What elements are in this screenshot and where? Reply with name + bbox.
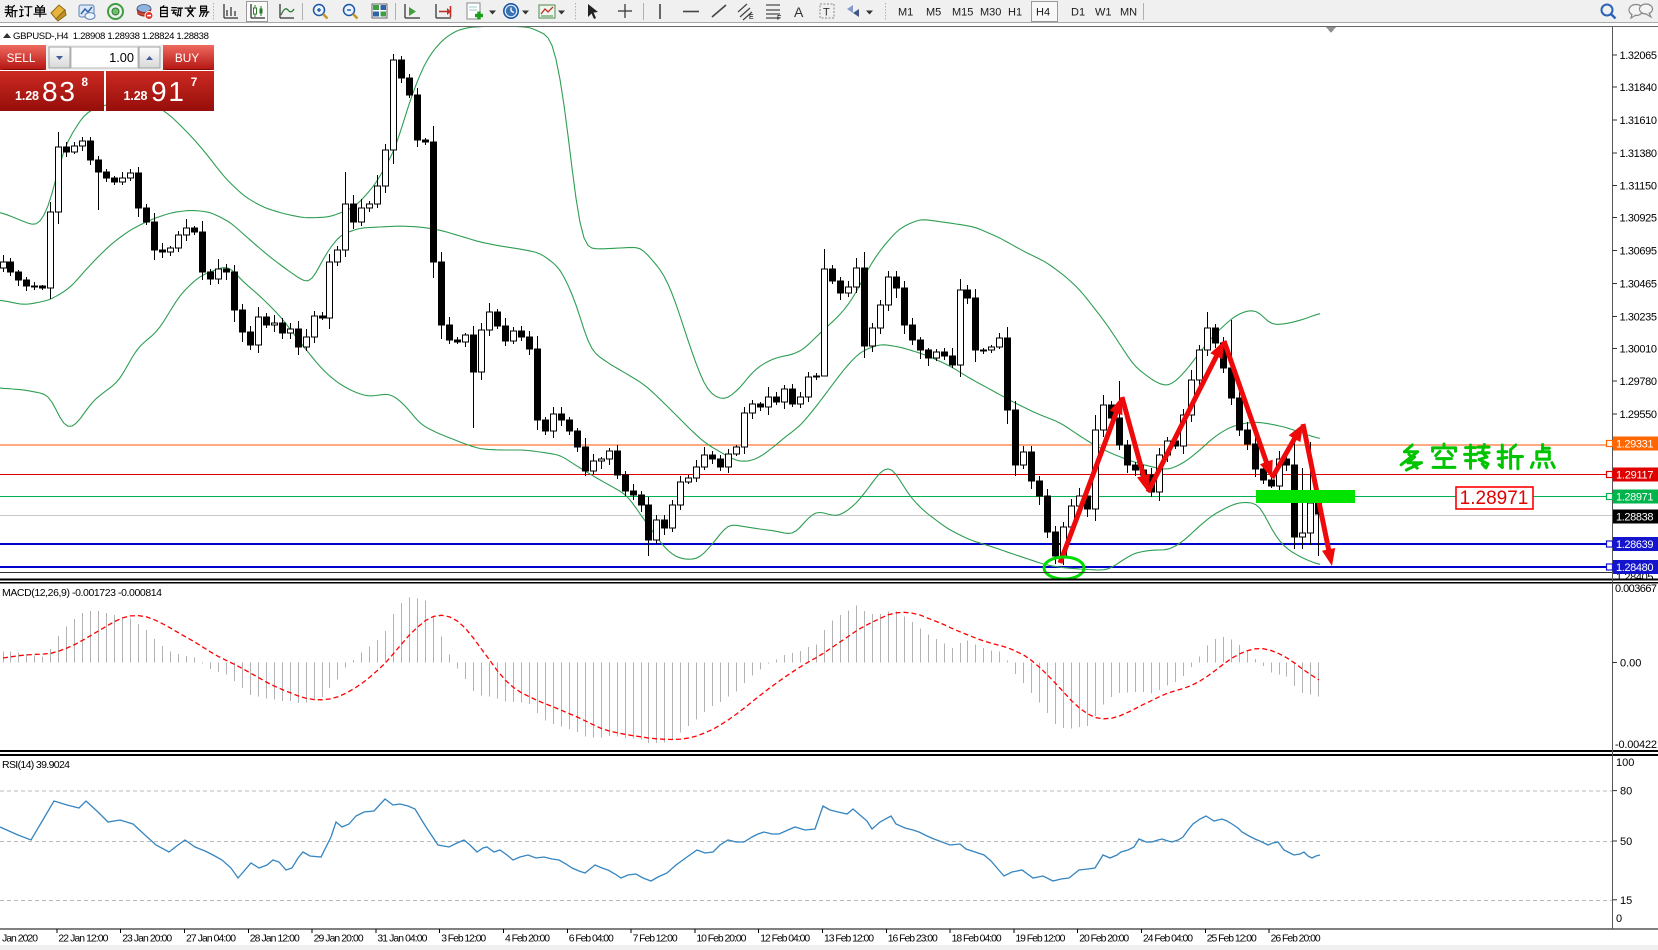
svg-text:MACD(12,26,9) -0.001723 -0.000: MACD(12,26,9) -0.001723 -0.000814 [2, 587, 162, 599]
svg-text:8: 8 [82, 76, 89, 89]
svg-text:4 Feb 20:00: 4 Feb 20:00 [505, 934, 550, 945]
svg-text:91: 91 [151, 76, 184, 107]
svg-text:1.31380: 1.31380 [1620, 148, 1658, 160]
svg-text:29 Jan 20:00: 29 Jan 20:00 [314, 934, 364, 945]
svg-text:24 Feb 04:00: 24 Feb 04:00 [1143, 934, 1193, 945]
svg-text:10 Feb 20:00: 10 Feb 20:00 [696, 934, 746, 945]
svg-text:H1: H1 [1008, 7, 1022, 19]
svg-text:1.29780: 1.29780 [1620, 376, 1658, 388]
svg-text:3 Feb 12:00: 3 Feb 12:00 [441, 934, 486, 945]
svg-text:D1: D1 [1071, 7, 1085, 19]
svg-text:BUY: BUY [175, 51, 199, 65]
svg-text:1.30465: 1.30465 [1620, 278, 1658, 290]
svg-text:23 Jan 20:00: 23 Jan 20:00 [122, 934, 172, 945]
svg-text:1.30925: 1.30925 [1620, 213, 1658, 225]
svg-text:83: 83 [42, 76, 75, 107]
svg-text:1.31840: 1.31840 [1620, 82, 1658, 94]
svg-text:M5: M5 [926, 7, 941, 19]
svg-text:1.28: 1.28 [124, 89, 148, 103]
svg-text:12 Feb 04:00: 12 Feb 04:00 [760, 934, 810, 945]
svg-text:15: 15 [1620, 895, 1632, 907]
svg-text:27 Jan 04:00: 27 Jan 04:00 [186, 934, 236, 945]
svg-text:1.29550: 1.29550 [1620, 409, 1658, 421]
svg-text:1.30695: 1.30695 [1620, 246, 1658, 258]
svg-text:GBPUSD-,H4 1.28908 1.28938 1.: GBPUSD-,H4 1.28908 1.28938 1.28824 1.288… [13, 31, 209, 42]
svg-text:1.29331: 1.29331 [1616, 439, 1654, 451]
svg-text:F: F [777, 15, 781, 22]
svg-text:E: E [749, 14, 754, 21]
svg-text:1.31150: 1.31150 [1620, 181, 1658, 193]
svg-text:100: 100 [1616, 757, 1634, 769]
svg-text:1.31610: 1.31610 [1620, 115, 1658, 127]
svg-text:18 Feb 04:00: 18 Feb 04:00 [952, 934, 1002, 945]
svg-text:1.30235: 1.30235 [1620, 311, 1658, 323]
svg-text:H4: H4 [1036, 7, 1050, 19]
svg-text:1.28480: 1.28480 [1616, 562, 1654, 574]
svg-text:A: A [794, 4, 804, 20]
svg-text:-0.00422: -0.00422 [1615, 739, 1657, 751]
svg-text:1.00: 1.00 [109, 50, 134, 65]
svg-text:SELL: SELL [7, 51, 36, 65]
svg-text:RSI(14) 39.9024: RSI(14) 39.9024 [2, 759, 70, 771]
svg-text:80: 80 [1620, 786, 1632, 798]
svg-text:1.28639: 1.28639 [1616, 539, 1654, 551]
svg-text:28 Jan 12:00: 28 Jan 12:00 [250, 934, 300, 945]
svg-text:1.28405: 1.28405 [1616, 572, 1654, 584]
svg-text:1.30010: 1.30010 [1620, 343, 1658, 355]
svg-text:Jan 2020: Jan 2020 [2, 934, 38, 945]
svg-text:1.28838: 1.28838 [1616, 512, 1654, 524]
svg-text:1.28971: 1.28971 [1616, 492, 1654, 504]
svg-text:0.00: 0.00 [1620, 658, 1641, 670]
svg-text:1.28: 1.28 [15, 89, 39, 103]
svg-text:W1: W1 [1095, 7, 1112, 19]
svg-text:16 Feb 23:00: 16 Feb 23:00 [888, 934, 938, 945]
svg-text:1.28971: 1.28971 [1460, 488, 1529, 509]
svg-text:0.003667: 0.003667 [1615, 583, 1657, 595]
svg-text:22 Jan 12:00: 22 Jan 12:00 [58, 934, 108, 945]
svg-text:7 Feb 12:00: 7 Feb 12:00 [633, 934, 678, 945]
svg-text:6 Feb 04:00: 6 Feb 04:00 [569, 934, 614, 945]
svg-text:20 Feb 20:00: 20 Feb 20:00 [1079, 934, 1129, 945]
svg-text:50: 50 [1620, 836, 1632, 848]
svg-text:26 Feb 20:00: 26 Feb 20:00 [1271, 934, 1321, 945]
svg-text:1.32065: 1.32065 [1620, 50, 1658, 62]
svg-text:M1: M1 [898, 7, 913, 19]
svg-text:25 Feb 12:00: 25 Feb 12:00 [1207, 934, 1257, 945]
svg-text:MN: MN [1120, 7, 1137, 19]
svg-text:31 Jan 04:00: 31 Jan 04:00 [377, 934, 427, 945]
svg-text:T: T [823, 7, 830, 19]
svg-text:M15: M15 [952, 7, 973, 19]
svg-text:1.29117: 1.29117 [1616, 470, 1654, 482]
svg-text:19 Feb 12:00: 19 Feb 12:00 [1015, 934, 1065, 945]
svg-text:M30: M30 [980, 7, 1001, 19]
svg-text:7: 7 [191, 76, 198, 89]
svg-text:0: 0 [1616, 913, 1622, 925]
svg-text:13 Feb 12:00: 13 Feb 12:00 [824, 934, 874, 945]
